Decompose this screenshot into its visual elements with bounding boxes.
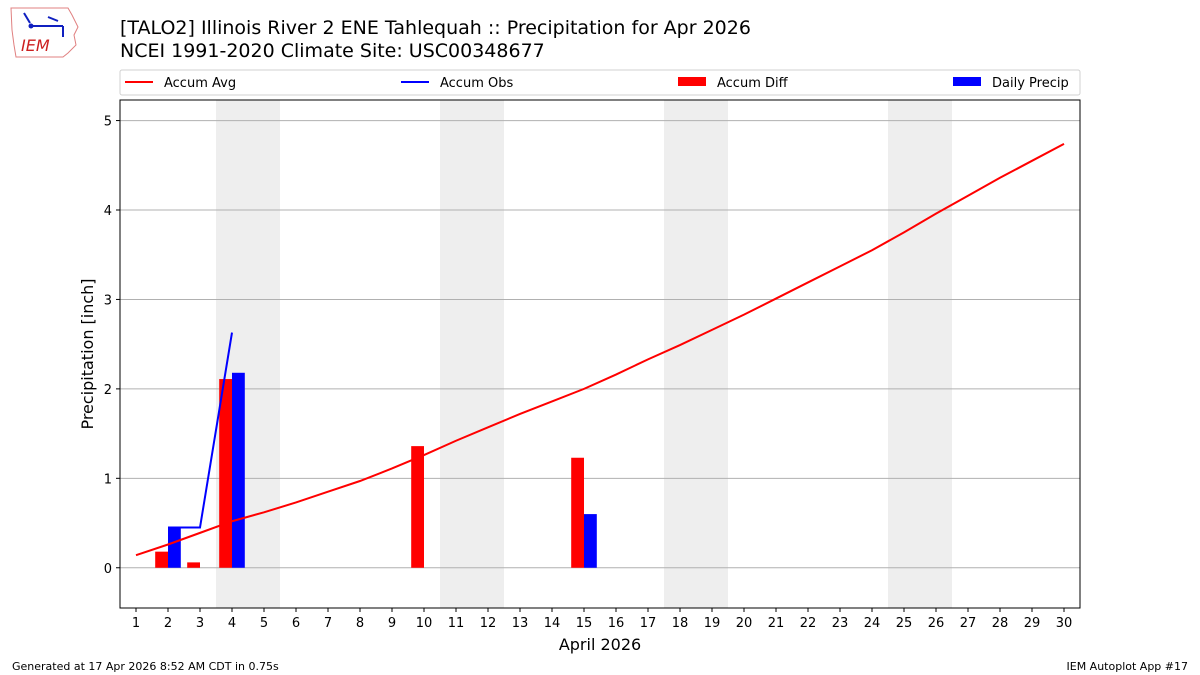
x-tick-label: 17: [640, 616, 657, 631]
legend-swatch: [678, 77, 706, 86]
bar-accum-diff: [155, 551, 168, 568]
x-tick-label: 2: [164, 616, 172, 631]
bar-accum-diff: [219, 379, 232, 568]
plot-frame: [119, 99, 1081, 609]
y-tick-label: 4: [104, 204, 112, 219]
y-axis-label: Precipitation [inch]: [78, 278, 97, 429]
bar-daily-precip: [232, 372, 245, 568]
x-tick-label: 9: [388, 616, 396, 631]
x-tick-label: 18: [672, 616, 689, 631]
x-tick-label: 21: [768, 616, 785, 631]
x-tick-label: 15: [576, 616, 593, 631]
weekend-shade: [888, 100, 952, 608]
footer-app: IEM Autoplot App #17: [1066, 660, 1189, 673]
legend-label: Accum Obs: [440, 76, 513, 91]
x-tick-label: 8: [356, 616, 364, 631]
bar-accum-diff: [571, 457, 584, 568]
x-tick-label: 20: [736, 616, 753, 631]
iem-logo: IEM: [10, 7, 79, 58]
x-tick-label: 22: [800, 616, 817, 631]
bar-daily-precip: [584, 514, 597, 568]
x-tick-label: 29: [1024, 616, 1041, 631]
bar-accum-diff: [411, 446, 424, 568]
x-tick-label: 23: [832, 616, 849, 631]
weekend-shade: [664, 100, 728, 608]
x-tick-label: 5: [260, 616, 268, 631]
weekend-shade: [440, 100, 504, 608]
x-tick-label: 1: [132, 616, 140, 631]
y-tick-label: 1: [104, 472, 112, 487]
legend-label: Accum Diff: [717, 76, 789, 91]
x-tick-label: 24: [864, 616, 881, 631]
x-tick-label: 19: [704, 616, 721, 631]
svg-text:IEM: IEM: [21, 36, 50, 55]
x-tick-label: 26: [928, 616, 945, 631]
legend-swatch: [953, 77, 981, 86]
y-tick-label: 3: [104, 293, 112, 308]
x-tick-label: 27: [960, 616, 977, 631]
legend-label: Accum Avg: [164, 76, 236, 91]
x-tick-label: 12: [480, 616, 497, 631]
chart-subtitle: NCEI 1991-2020 Climate Site: USC00348677: [120, 40, 545, 62]
x-tick-label: 28: [992, 616, 1009, 631]
footer-generated: Generated at 17 Apr 2026 8:52 AM CDT in …: [12, 660, 279, 673]
bar-accum-diff: [187, 562, 200, 568]
legend-box: [119, 69, 1081, 96]
x-tick-label: 10: [416, 616, 433, 631]
x-tick-label: 13: [512, 616, 529, 631]
y-tick-label: 2: [104, 383, 112, 398]
bar-daily-precip: [168, 527, 181, 568]
chart-title: [TALO2] Illinois River 2 ENE Tahlequah :…: [120, 17, 751, 39]
x-tick-label: 3: [196, 616, 204, 631]
x-tick-label: 16: [608, 616, 625, 631]
line-accum-avg: [135, 142, 1065, 557]
x-tick-label: 25: [896, 616, 913, 631]
x-tick-label: 7: [324, 616, 332, 631]
x-tick-label: 14: [544, 616, 561, 631]
line-accum-obs: [168, 332, 233, 529]
x-axis-label: April 2026: [559, 635, 641, 654]
x-tick-label: 11: [448, 616, 465, 631]
y-tick-label: 5: [104, 115, 112, 130]
x-tick-label: 30: [1056, 616, 1073, 631]
y-tick-label: 0: [104, 562, 112, 577]
x-tick-label: 6: [292, 616, 300, 631]
legend-label: Daily Precip: [992, 76, 1069, 91]
x-tick-label: 4: [228, 616, 236, 631]
